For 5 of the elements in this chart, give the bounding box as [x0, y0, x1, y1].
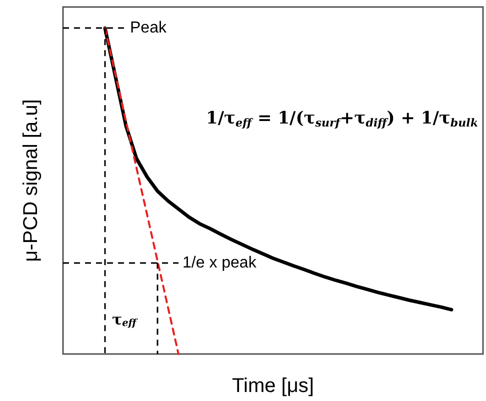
- y-axis-title: μ-PCD signal [a.u]: [20, 99, 42, 262]
- ref-line-label: 1/e x peak: [182, 254, 258, 272]
- x-axis-title: Time [μs]: [232, 375, 314, 397]
- ref-line-label: Peak: [130, 20, 168, 37]
- annotation: τeff: [112, 310, 138, 329]
